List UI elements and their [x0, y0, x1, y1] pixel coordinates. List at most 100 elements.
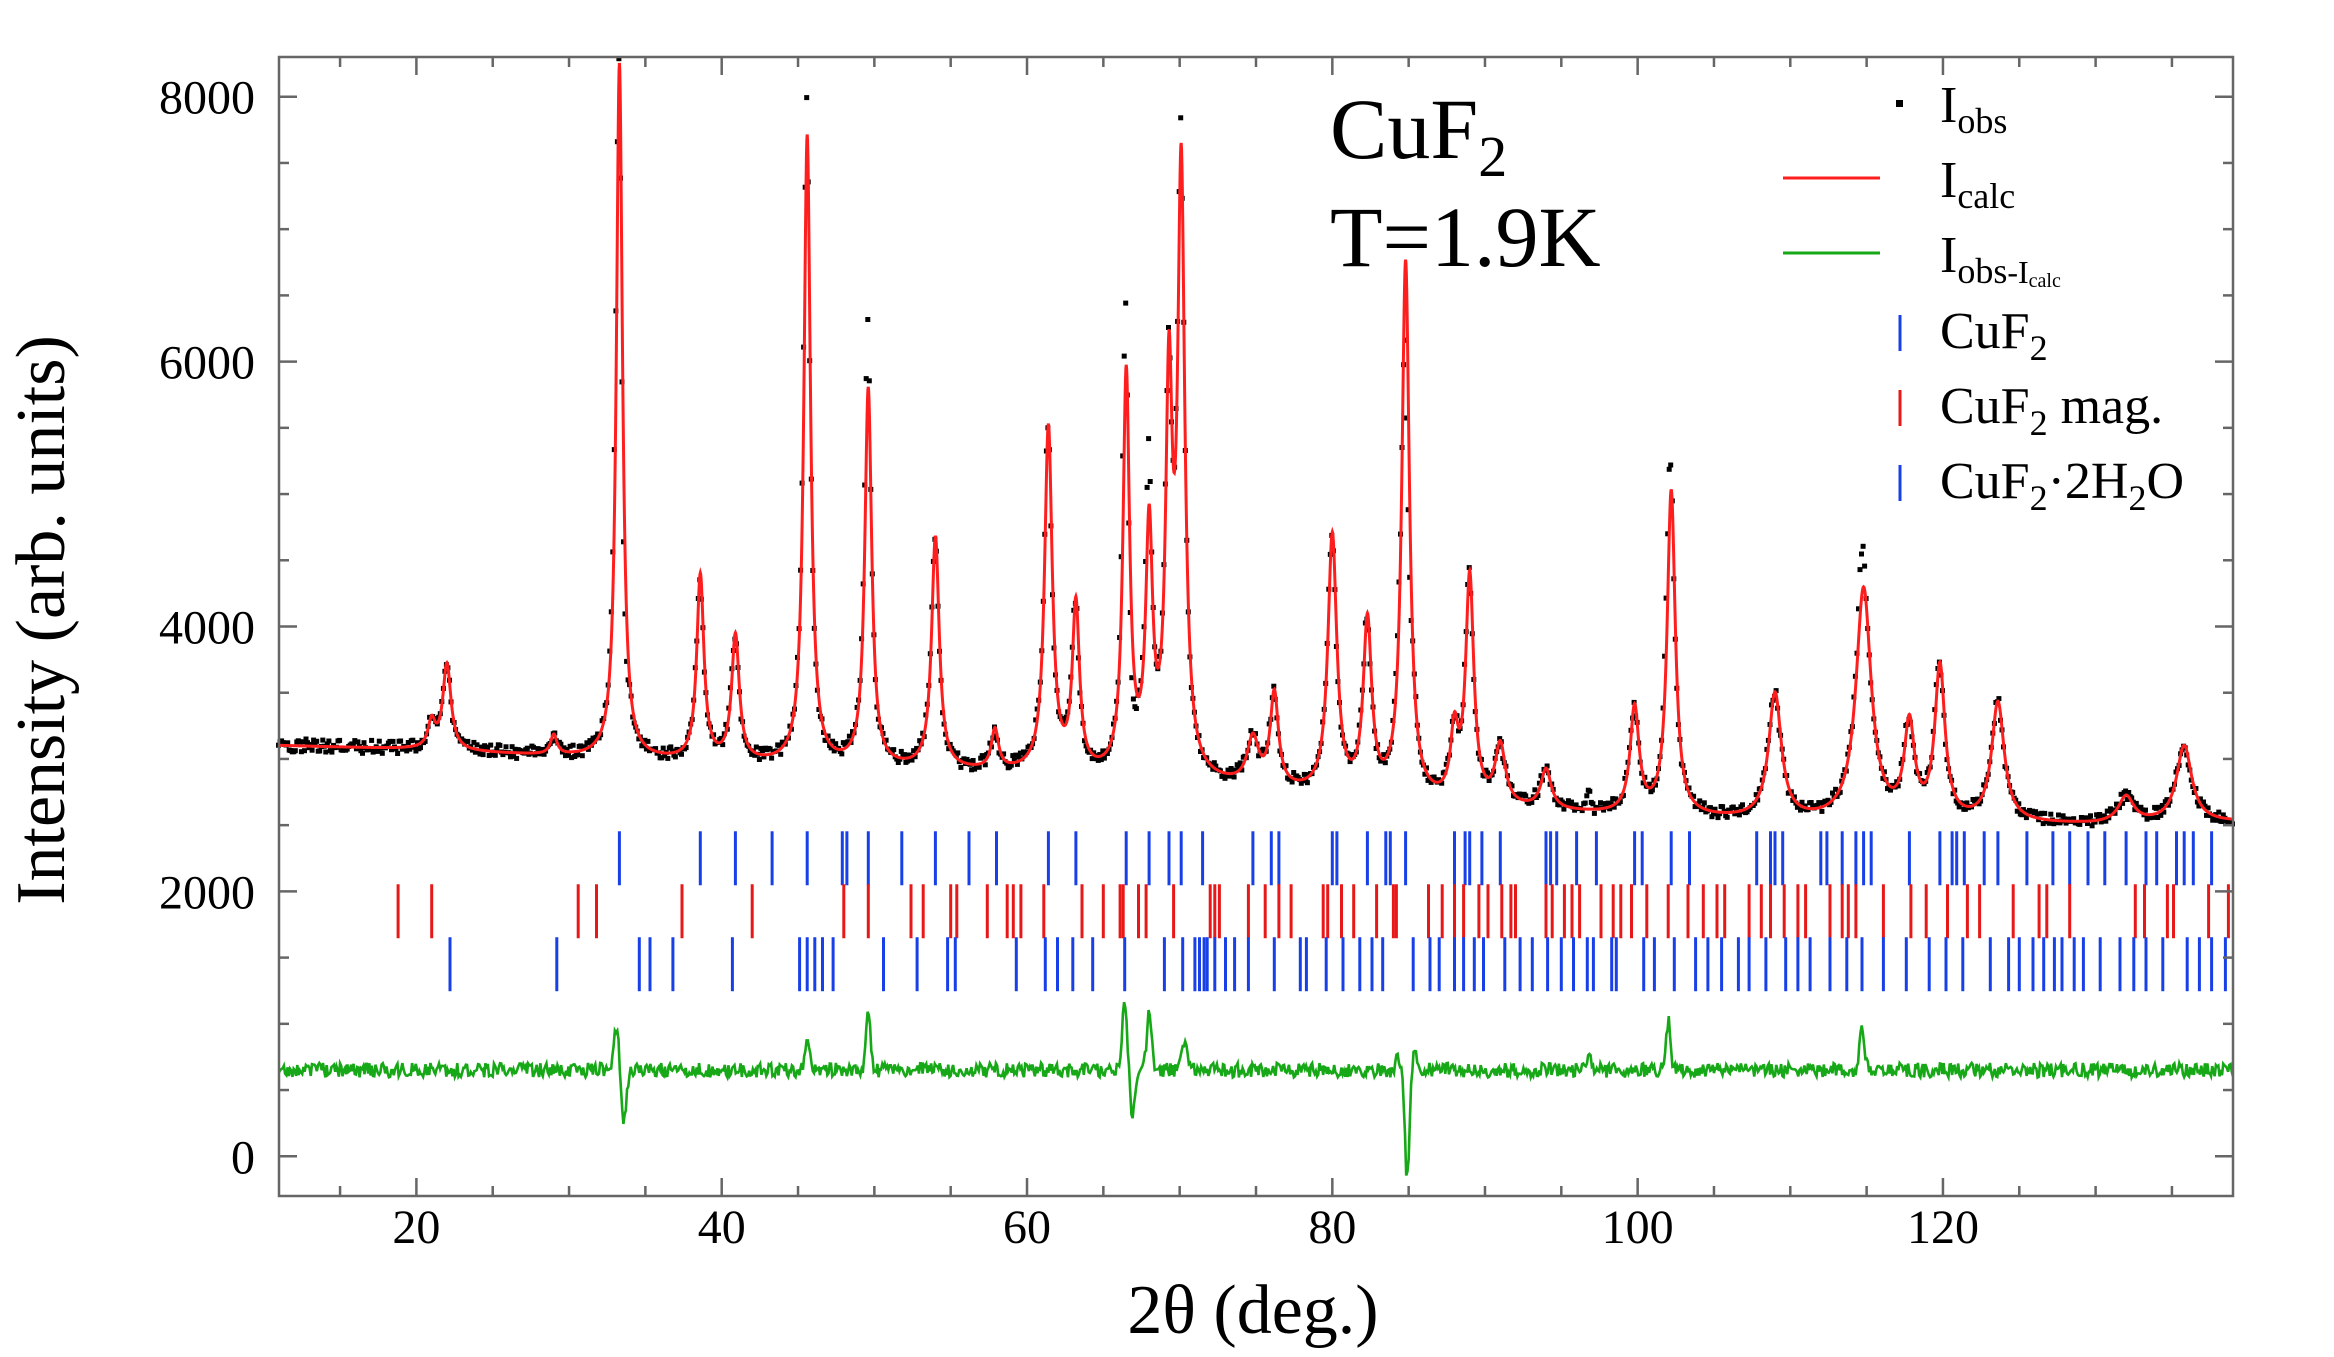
legend-bragg-label: CuF2·2H2O — [1940, 453, 2184, 518]
observed-point — [1856, 606, 1861, 612]
observed-point — [1485, 770, 1490, 776]
observed-point — [375, 748, 381, 754]
observed-point — [1730, 804, 1736, 810]
observed-point — [1950, 791, 1956, 797]
observed-point — [616, 56, 622, 62]
observed-point — [2158, 812, 2164, 818]
observed-point — [308, 742, 314, 747]
observed-point — [625, 677, 631, 683]
observed-point — [2161, 809, 2167, 815]
observed-point — [2138, 804, 2144, 810]
observed-point — [360, 750, 365, 756]
observed-point — [1405, 507, 1411, 513]
observed-point — [1881, 769, 1887, 775]
observed-point — [1717, 811, 1723, 817]
observed-point — [1880, 775, 1886, 781]
observed-point — [530, 744, 536, 750]
observed-point — [961, 756, 967, 762]
observed-point — [1714, 811, 1719, 817]
observed-point — [976, 764, 982, 770]
observed-point — [622, 611, 628, 617]
observed-point — [2204, 812, 2209, 818]
observed-point — [395, 751, 401, 756]
observed-point — [1104, 751, 1110, 756]
observed-point — [1146, 436, 1152, 442]
observed-point — [414, 740, 420, 746]
observed-point — [1544, 763, 1550, 769]
observed-point — [2039, 810, 2045, 816]
observed-point — [1651, 777, 1657, 783]
observed-point — [1443, 761, 1449, 767]
observed-point — [776, 742, 782, 748]
observed-point — [302, 748, 307, 754]
observed-point — [367, 746, 373, 752]
observed-point — [2143, 807, 2148, 813]
legend-calc-label: Icalc — [1940, 152, 2015, 216]
observed-point — [570, 742, 576, 748]
observed-point — [1431, 774, 1437, 780]
observed-point — [524, 745, 530, 751]
observed-point — [540, 746, 546, 752]
observed-point — [2071, 816, 2077, 822]
observed-point — [970, 758, 976, 763]
observed-point — [1228, 766, 1234, 771]
observed-point — [1740, 802, 1745, 808]
observed-point — [350, 742, 356, 747]
observed-point — [2014, 808, 2020, 814]
observed-point — [2156, 804, 2162, 810]
observed-point — [1017, 750, 1023, 756]
observed-point — [593, 734, 599, 740]
observed-point — [1523, 793, 1529, 799]
observed-point — [2220, 812, 2226, 818]
observed-point — [492, 752, 498, 758]
annotation-compound-base: CuF — [1330, 81, 1478, 177]
observed-point — [2046, 820, 2052, 826]
observed-point — [1424, 765, 1429, 771]
observed-point — [564, 747, 570, 752]
observed-point — [1707, 805, 1713, 811]
observed-point — [358, 748, 364, 754]
annotation-compound-sub: 2 — [1478, 124, 1507, 189]
observed-point — [718, 735, 724, 741]
observed-point — [585, 746, 591, 752]
observed-point — [904, 758, 910, 764]
observed-point — [1289, 779, 1295, 785]
observed-point — [1224, 773, 1229, 779]
x-tick-label: 100 — [1602, 1201, 1674, 1254]
y-tick-label: 0 — [231, 1131, 255, 1184]
observed-point — [511, 753, 517, 759]
observed-point — [404, 748, 410, 754]
observed-point — [2114, 801, 2119, 807]
observed-point — [2086, 816, 2092, 822]
observed-point — [2133, 800, 2139, 806]
observed-point — [538, 751, 544, 757]
observed-point — [778, 751, 784, 757]
observed-point — [390, 738, 396, 744]
observed-point — [1486, 778, 1492, 783]
observed-point — [2210, 817, 2216, 823]
legend-bragg-label: CuF2 mag. — [1940, 378, 2163, 443]
observed-point — [329, 749, 335, 755]
observed-point — [494, 746, 500, 752]
observed-point — [2202, 803, 2208, 809]
observed-point — [314, 738, 320, 744]
observed-point — [883, 737, 889, 743]
observed-point — [561, 745, 567, 751]
observed-point — [1665, 531, 1671, 537]
y-tick-label: 6000 — [159, 337, 255, 390]
observed-point — [514, 755, 520, 761]
observed-point — [1404, 415, 1410, 421]
observed-point — [2085, 821, 2090, 826]
observed-point — [1379, 758, 1385, 764]
observed-point — [567, 743, 573, 749]
observed-point — [1976, 801, 1982, 807]
observed-point — [537, 747, 542, 753]
observed-point — [489, 752, 495, 758]
observed-point — [298, 749, 304, 755]
observed-point — [1021, 749, 1026, 755]
observed-point — [1622, 775, 1628, 781]
observed-point — [668, 744, 674, 750]
observed-point — [946, 746, 952, 752]
observed-point — [582, 744, 588, 750]
observed-point — [749, 751, 755, 757]
